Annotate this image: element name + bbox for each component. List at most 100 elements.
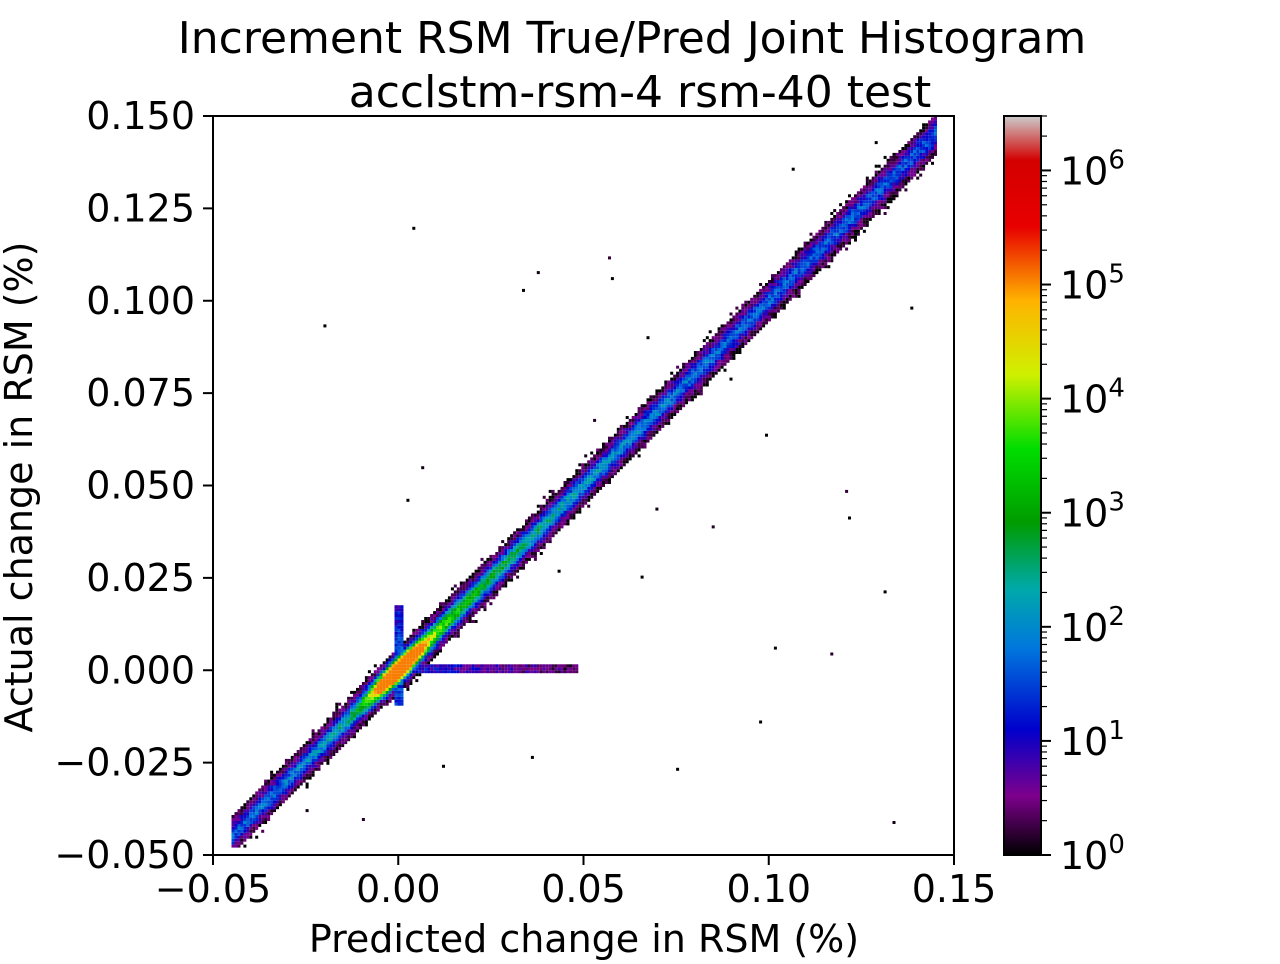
heatmap-cell <box>391 658 395 662</box>
heatmap-cell <box>643 404 647 408</box>
heatmap-cell <box>456 602 460 606</box>
heatmap-cell <box>462 611 466 615</box>
heatmap-cell <box>391 679 395 683</box>
heatmap-cell <box>824 232 828 236</box>
heatmap-cell <box>919 147 923 150</box>
heatmap-cell <box>436 611 439 615</box>
heatmap-cell <box>400 687 404 691</box>
heatmap-cell <box>444 605 448 609</box>
heatmap-cell <box>803 250 807 254</box>
heatmap-cell <box>569 492 573 496</box>
heatmap-cell <box>424 625 428 629</box>
heatmap-cell <box>359 685 362 688</box>
heatmap-cell <box>530 534 534 538</box>
heatmap-cell <box>367 714 371 718</box>
heatmap-cell <box>394 646 398 650</box>
heatmap-cell <box>910 167 914 171</box>
heatmap-cell <box>845 200 849 204</box>
heatmap-cell <box>344 723 348 727</box>
heatmap-cell <box>797 268 801 272</box>
heatmap-cell <box>827 232 831 236</box>
heatmap-cell <box>477 572 481 576</box>
heatmap-cell <box>516 557 520 561</box>
heatmap-cell <box>578 486 582 490</box>
heatmap-cell <box>302 770 306 774</box>
heatmap-cell <box>759 294 763 298</box>
heatmap-cell <box>851 197 854 201</box>
heatmap-cell <box>741 321 745 325</box>
heatmap-cell <box>862 185 866 189</box>
heatmap-cell <box>788 297 792 301</box>
heatmap-cell <box>859 220 863 224</box>
heatmap-cell <box>744 321 748 325</box>
heatmap-cell <box>590 478 594 482</box>
heatmap-cell <box>907 170 911 174</box>
heatmap-cell <box>613 460 617 464</box>
heatmap-cell <box>394 605 398 609</box>
heatmap-cell <box>676 398 680 402</box>
heatmap-cell <box>335 735 339 739</box>
heatmap-cell <box>237 838 241 842</box>
heatmap-cell <box>765 318 768 322</box>
heatmap-cell <box>901 182 905 186</box>
heatmap-cell <box>545 534 549 538</box>
heatmap-cell <box>249 806 253 810</box>
heatmap-cell <box>474 581 478 585</box>
heatmap-cell <box>845 206 849 210</box>
heatmap-cell <box>560 525 564 529</box>
heatmap-cell <box>922 167 926 171</box>
heatmap-cell <box>314 767 318 771</box>
heatmap-cell <box>462 620 466 623</box>
heatmap-cell <box>231 821 235 824</box>
heatmap-cell <box>243 844 247 848</box>
heatmap-cell <box>667 389 671 393</box>
heatmap-cell <box>335 726 339 730</box>
heatmap-cell <box>640 421 644 425</box>
heatmap-cell <box>539 670 543 674</box>
heatmap-cell <box>305 782 309 786</box>
heatmap-cell <box>486 557 490 561</box>
heatmap-cell <box>676 377 680 381</box>
heatmap-cell <box>356 702 359 706</box>
heatmap-cell <box>637 416 641 419</box>
heatmap-cell <box>744 333 748 337</box>
heatmap-cell <box>542 537 546 541</box>
heatmap-cell <box>572 475 576 479</box>
heatmap-cell <box>255 794 259 798</box>
heatmap-cell <box>433 667 437 671</box>
heatmap-cell <box>261 803 265 807</box>
heatmap-cell <box>270 806 274 810</box>
heatmap-cell <box>809 262 813 266</box>
heatmap-cell <box>373 676 377 680</box>
heatmap-cell <box>278 776 282 780</box>
heatmap-cell <box>658 398 662 402</box>
heatmap-cell <box>693 389 697 393</box>
heatmap-cell <box>462 670 466 674</box>
heatmap-cell <box>637 433 641 437</box>
heatmap-cell <box>560 670 564 674</box>
heatmap-cell <box>928 155 932 159</box>
heatmap-cell <box>510 537 514 541</box>
heatmap-cell <box>397 608 401 612</box>
heatmap-cell <box>539 507 543 511</box>
heatmap-cell <box>373 693 377 697</box>
heatmap-cell <box>530 513 534 517</box>
heatmap-cell <box>753 300 757 304</box>
heatmap-cell <box>868 182 872 186</box>
heatmap-cell <box>436 634 439 638</box>
heatmap-cell <box>768 280 771 283</box>
heatmap-cell <box>293 782 297 786</box>
heatmap-cell <box>871 212 875 215</box>
heatmap-cell <box>895 185 899 189</box>
heatmap-cell <box>370 693 374 697</box>
heatmap-cell <box>276 794 279 798</box>
heatmap-cell <box>874 182 878 186</box>
heatmap-cell <box>714 359 718 363</box>
heatmap-cell <box>750 318 754 322</box>
heatmap-cell <box>450 602 454 606</box>
heatmap-cell <box>299 773 303 777</box>
heatmap-cell <box>741 339 745 343</box>
heatmap-cell <box>341 732 345 736</box>
heatmap-cell <box>753 294 757 298</box>
heatmap-cell <box>453 664 457 668</box>
